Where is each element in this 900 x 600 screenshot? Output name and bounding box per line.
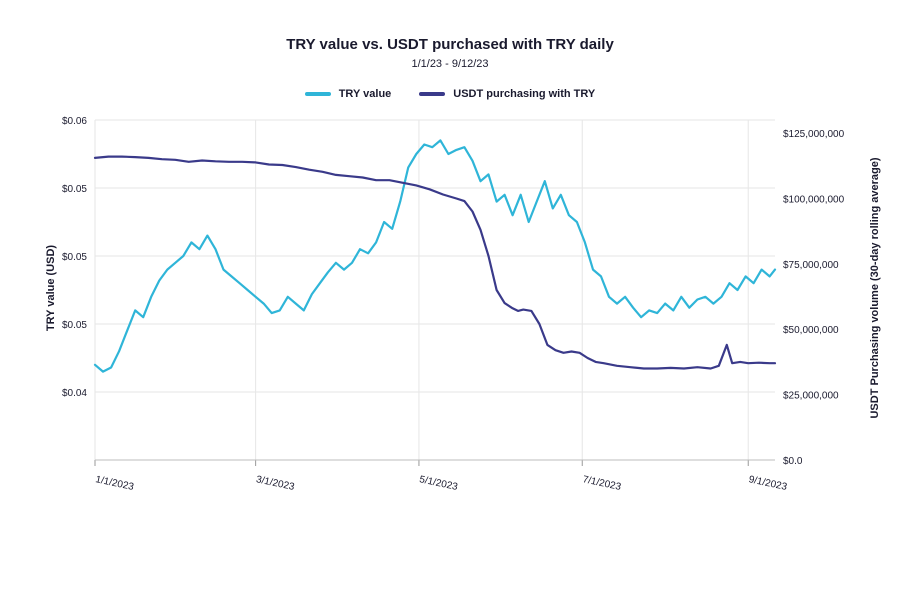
svg-text:9/1/2023: 9/1/2023 — [748, 474, 789, 493]
chart-plot: $0.04 $0.05 $0.05 $0.05 $0.06 $0.0 $25,000,000… — [0, 0, 900, 600]
svg-text:$0.06: $0.06 — [62, 116, 87, 127]
svg-text:7/1/2023: 7/1/2023 — [582, 474, 623, 493]
svg-text:$125,000,000: $125,000,000 — [783, 129, 845, 140]
svg-text:$0.05: $0.05 — [62, 320, 87, 331]
svg-text:1/1/2023: 1/1/2023 — [94, 474, 135, 493]
svg-text:$50,000,000: $50,000,000 — [783, 325, 839, 336]
svg-text:3/1/2023: 3/1/2023 — [255, 474, 296, 493]
svg-text:$0.04: $0.04 — [62, 388, 87, 399]
svg-text:$0.0: $0.0 — [783, 456, 803, 467]
chart-container: TRY value vs. USDT purchased with TRY da… — [0, 0, 900, 600]
svg-text:5/1/2023: 5/1/2023 — [418, 474, 459, 493]
svg-text:$75,000,000: $75,000,000 — [783, 260, 839, 271]
svg-text:$25,000,000: $25,000,000 — [783, 391, 839, 402]
svg-text:$0.05: $0.05 — [62, 184, 87, 195]
svg-text:$100,000,000: $100,000,000 — [783, 194, 845, 205]
svg-text:$0.05: $0.05 — [62, 252, 87, 263]
